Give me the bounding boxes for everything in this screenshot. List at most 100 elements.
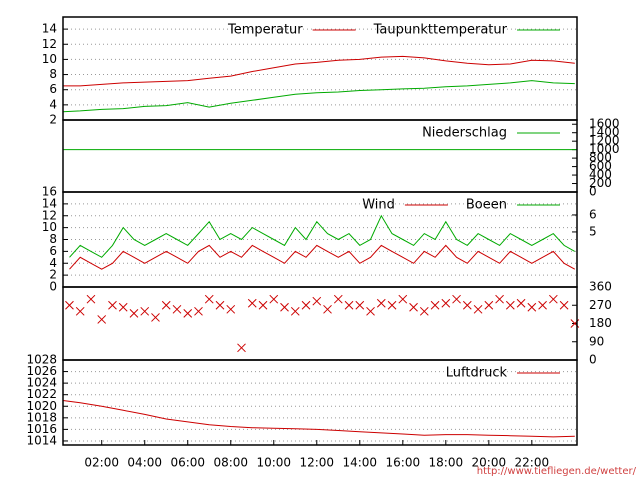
cross-part bbox=[108, 300, 117, 310]
direction-point bbox=[280, 302, 289, 312]
y2-tick-label: 6 bbox=[589, 207, 597, 221]
cross-part bbox=[312, 296, 322, 306]
x-tick-label: 04:00 bbox=[127, 456, 162, 470]
y-tick-label: 1024 bbox=[26, 376, 57, 390]
direction-point bbox=[75, 306, 85, 316]
cross-part bbox=[376, 298, 386, 308]
direction-point bbox=[140, 306, 150, 316]
cross-part bbox=[495, 294, 504, 304]
cross-part bbox=[301, 300, 311, 310]
cross-part bbox=[333, 294, 343, 304]
y-tick-label: 16 bbox=[42, 185, 57, 199]
y-tick-label: 14 bbox=[42, 22, 57, 36]
cross-part bbox=[430, 300, 440, 310]
y-tick-label: 8 bbox=[49, 67, 57, 81]
y-tick-label: 1022 bbox=[26, 387, 57, 401]
y2-tick-label: 200 bbox=[589, 176, 612, 190]
y2-tick-label: 400 bbox=[589, 168, 612, 182]
x-tick-label: 02:00 bbox=[84, 456, 119, 470]
cross-part bbox=[290, 306, 300, 316]
cross-part bbox=[462, 300, 472, 310]
cross-part bbox=[75, 306, 85, 316]
y-tick-label: 1026 bbox=[26, 364, 57, 378]
direction-point bbox=[215, 300, 225, 310]
direction-point bbox=[430, 300, 440, 310]
cross-part bbox=[183, 309, 193, 318]
cross-part bbox=[161, 300, 171, 310]
y-tick-label: 1016 bbox=[26, 422, 57, 436]
direction-point bbox=[495, 294, 504, 304]
y2-tick-label: 270 bbox=[589, 298, 612, 312]
y2-tick-label: 180 bbox=[589, 316, 612, 330]
y-tick-label: 4 bbox=[49, 256, 57, 270]
y2-tick-label: 1000 bbox=[589, 142, 620, 156]
direction-point bbox=[355, 300, 365, 310]
cross-part bbox=[215, 300, 225, 310]
x-tick-label: 14:00 bbox=[342, 456, 377, 470]
cross-part bbox=[97, 315, 107, 324]
legend-label: Temperatur bbox=[227, 23, 303, 38]
series-line bbox=[69, 214, 576, 258]
direction-point bbox=[505, 300, 515, 310]
series-line bbox=[62, 80, 575, 113]
cross-part bbox=[538, 300, 547, 310]
x-tick-label: 08:00 bbox=[213, 456, 248, 470]
series-line bbox=[62, 400, 575, 438]
direction-point bbox=[172, 304, 182, 314]
legend-label: Taupunkttemperatur bbox=[373, 23, 508, 38]
direction-point bbox=[398, 294, 408, 304]
cross-part bbox=[441, 298, 451, 308]
y2-tick-label: 0 bbox=[589, 353, 597, 367]
x-tick-label: 10:00 bbox=[256, 456, 291, 470]
direction-point bbox=[323, 304, 332, 314]
direction-point bbox=[333, 294, 343, 304]
cross-part bbox=[226, 304, 236, 314]
cross-part bbox=[355, 300, 365, 310]
direction-point bbox=[366, 306, 375, 316]
x-tick-label: 12:00 bbox=[299, 456, 334, 470]
direction-point bbox=[516, 298, 526, 308]
cross-part bbox=[118, 302, 128, 312]
direction-point bbox=[97, 315, 107, 324]
cross-part bbox=[452, 294, 461, 304]
direction-point bbox=[129, 309, 139, 318]
direction-point bbox=[312, 296, 322, 306]
direction-point bbox=[301, 300, 311, 310]
x-tick-label: 06:00 bbox=[170, 456, 205, 470]
cross-part bbox=[527, 302, 537, 312]
direction-point bbox=[269, 294, 279, 304]
cross-part bbox=[366, 306, 375, 316]
direction-point bbox=[344, 300, 354, 310]
direction-point bbox=[151, 313, 160, 322]
direction-point bbox=[484, 300, 494, 310]
series-line bbox=[69, 244, 576, 270]
x-tick-label: 20:00 bbox=[472, 456, 507, 470]
y2-tick-label: 600 bbox=[589, 159, 612, 173]
cross-part bbox=[548, 294, 558, 304]
direction-point bbox=[161, 300, 171, 310]
cross-part bbox=[129, 309, 139, 318]
cross-part bbox=[65, 300, 74, 310]
y2-tick-label: 360 bbox=[589, 280, 612, 294]
direction-point bbox=[86, 294, 96, 304]
direction-point bbox=[108, 300, 117, 310]
direction-point bbox=[527, 302, 537, 312]
cross-part bbox=[323, 304, 332, 314]
direction-point bbox=[204, 294, 214, 304]
y2-tick-label: 90 bbox=[589, 334, 604, 348]
cross-part bbox=[86, 294, 96, 304]
y2-tick-label: 5 bbox=[589, 224, 597, 238]
direction-point bbox=[226, 304, 236, 314]
y2-tick-label: 800 bbox=[589, 151, 612, 165]
direction-point bbox=[237, 343, 246, 353]
direction-point bbox=[462, 300, 472, 310]
y-tick-label: 12 bbox=[42, 208, 57, 222]
direction-point bbox=[194, 306, 203, 316]
direction-point bbox=[183, 309, 193, 318]
direction-point bbox=[452, 294, 461, 304]
y2-tick-label: 1200 bbox=[589, 134, 620, 148]
cross-part bbox=[505, 300, 515, 310]
cross-part bbox=[237, 343, 246, 353]
cross-part bbox=[473, 304, 483, 314]
